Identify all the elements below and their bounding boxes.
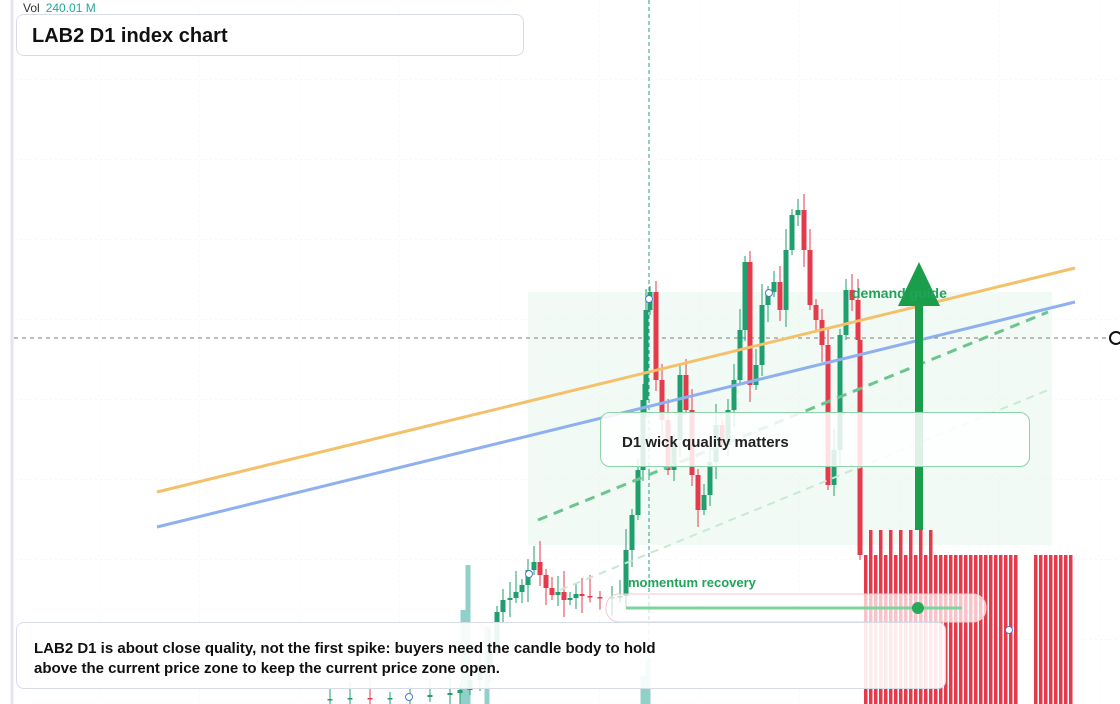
note-text: LAB2 D1 is about close quality, not the … (34, 640, 656, 677)
candle-body (587, 596, 593, 598)
zone-label: demand guide (852, 285, 947, 301)
volume-bar (640, 676, 646, 704)
candle-body (561, 592, 567, 600)
candle-body (771, 282, 777, 292)
volume-bar (984, 555, 988, 704)
candle-body (457, 690, 463, 693)
price-marker[interactable] (1109, 331, 1120, 345)
candle-body (701, 495, 707, 510)
arrow-head (898, 262, 940, 306)
candle-body (731, 380, 737, 410)
candle-body (849, 290, 855, 300)
candle-body (629, 515, 635, 550)
candle-body (507, 598, 513, 600)
candle-body (623, 550, 629, 596)
annotation-box: D1 wick quality matters (600, 412, 1030, 467)
volume-bar (949, 555, 953, 704)
volume-bar (1069, 555, 1073, 704)
volume-bar (999, 555, 1003, 704)
volume-bar (1044, 555, 1048, 704)
candle-body (795, 210, 801, 215)
candle-body (777, 282, 783, 310)
candle-body (789, 215, 795, 250)
candle-body (783, 250, 789, 310)
candle-body (367, 698, 373, 700)
candle-body (347, 698, 353, 700)
candle-body (819, 320, 825, 345)
candle-body (549, 588, 555, 595)
candle-body (831, 450, 837, 485)
candle-body (327, 699, 333, 701)
volume-bar (1034, 555, 1038, 704)
candle-body (597, 597, 603, 599)
candle-body (513, 592, 519, 598)
candle-body (807, 250, 813, 305)
candle-body (695, 475, 701, 510)
candle-body (801, 210, 807, 250)
candle-body (653, 292, 659, 380)
candle-body (519, 585, 525, 592)
candle-body (387, 698, 393, 700)
candle-body (707, 462, 713, 495)
volume-bar (1049, 555, 1053, 704)
candle-body (635, 470, 641, 515)
volume-bar (1059, 555, 1063, 704)
candle-body (555, 592, 561, 595)
anchor-point[interactable] (525, 570, 533, 578)
volume-bar (1064, 555, 1068, 704)
volume-value: 240.01 M (45, 1, 96, 15)
candle-body (737, 330, 743, 380)
volume-bar (979, 555, 983, 704)
candle-body (747, 262, 753, 385)
anchor-point[interactable] (1005, 626, 1013, 634)
candle-body (759, 305, 765, 365)
momentum-label: momentum recovery (628, 575, 756, 590)
candle-body (742, 262, 748, 330)
candle-body (753, 365, 759, 385)
volume-label: Vol (23, 1, 40, 15)
candle-body (447, 693, 453, 695)
volume-bar (964, 555, 968, 704)
candle-body (677, 375, 683, 440)
candle-body (567, 598, 573, 600)
candle-body (500, 600, 506, 612)
candle-body (531, 562, 537, 570)
volume-readout: Vol 240.01 M (23, 1, 96, 15)
volume-bar (954, 555, 958, 704)
candle-body (659, 380, 665, 420)
volume-bar (1039, 555, 1043, 704)
anchor-point[interactable] (405, 693, 413, 701)
candle-body (537, 562, 543, 575)
volume-bar (969, 555, 973, 704)
title-panel: LAB2 D1 index chart (16, 14, 524, 56)
volume-bar (989, 555, 993, 704)
volume-bar (1014, 555, 1018, 704)
candle-body (813, 305, 819, 320)
title: LAB2 D1 index chart (32, 25, 228, 47)
candle-body (579, 594, 585, 596)
candle-body (573, 594, 579, 598)
anchor-point[interactable] (645, 295, 653, 303)
candle-body (643, 310, 649, 400)
volume-bar (974, 555, 978, 704)
candle-body (837, 335, 843, 450)
candle-body (427, 695, 433, 697)
momentum-knob[interactable] (912, 602, 924, 614)
candle-body (843, 290, 849, 335)
volume-bar (1054, 555, 1058, 704)
candle-body (765, 292, 771, 305)
note-panel: LAB2 D1 is about close quality, not the … (16, 622, 946, 689)
anchor-point[interactable] (765, 289, 773, 297)
candle-body (543, 575, 549, 588)
volume-bar (994, 555, 998, 704)
annotation-text: D1 wick quality matters (622, 434, 789, 451)
candle-body (683, 375, 689, 410)
volume-bar (959, 555, 963, 704)
